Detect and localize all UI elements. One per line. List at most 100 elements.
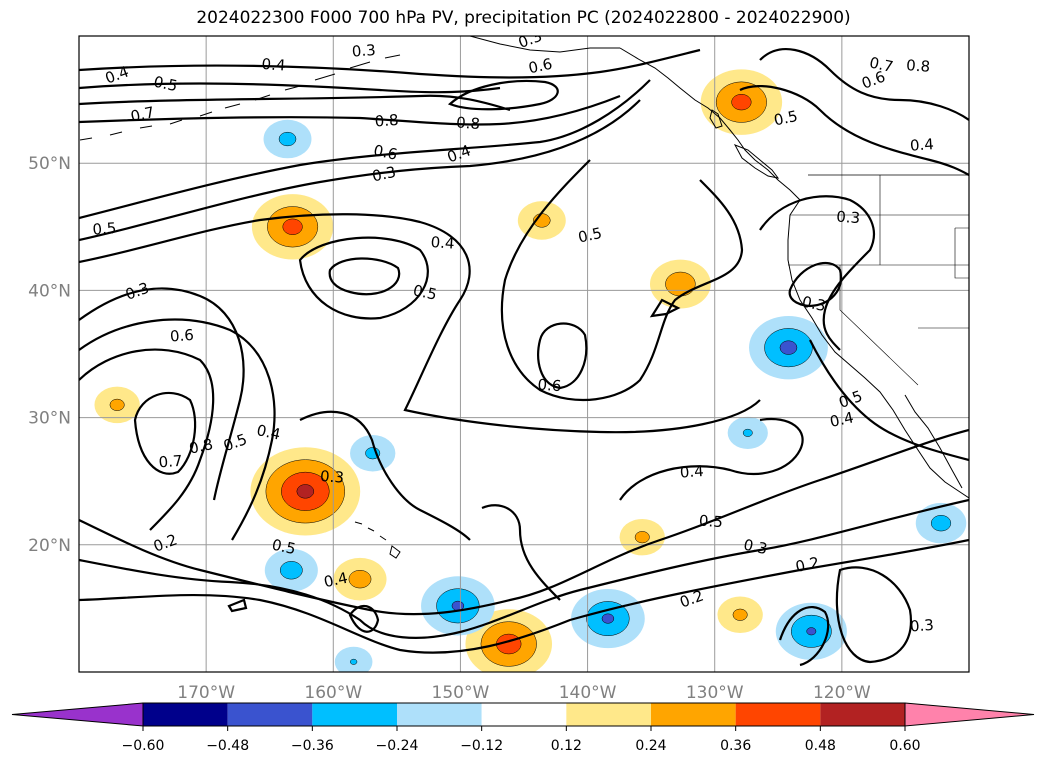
- precip-anomaly-blob: [727, 416, 768, 450]
- pv-contour-label: 0.7: [158, 452, 183, 472]
- longitude-tick-label: 130°W: [686, 683, 744, 703]
- pv-contour-label: 0.6: [537, 375, 562, 395]
- colorbar-tick-label: −0.60: [122, 738, 165, 754]
- pv-contour-line: [79, 213, 761, 434]
- colorbar-segment: [481, 703, 567, 726]
- precip-shade-ring: [348, 569, 372, 589]
- pv-contour-label: 0.3: [742, 536, 769, 559]
- pv-contour-label: 0.5: [152, 73, 179, 96]
- colorbar-tick-label: 0.36: [720, 738, 751, 754]
- latitude-tick-labels: 50°N 40°N 30°N 20°N: [28, 154, 71, 556]
- pv-contour-label: 0.3: [351, 41, 376, 61]
- precip-anomaly-blob: [700, 69, 783, 135]
- north-america-coastline: [619, 47, 969, 499]
- coastline-layer: [79, 36, 969, 559]
- pv-contour-line: [481, 504, 561, 601]
- pv-contour-line: [79, 538, 969, 654]
- pv-contour-label: 0.6: [169, 326, 194, 346]
- pv-contour-label: 0.3: [370, 163, 397, 186]
- pv-contour-label: 0.8: [374, 111, 399, 131]
- precip-shade-ring: [732, 608, 748, 621]
- pv-contour-line: [809, 339, 969, 462]
- longitude-tick-label: 160°W: [304, 683, 362, 703]
- latitude-tick-label: 40°N: [28, 281, 71, 301]
- pv-contour-label: 0.3: [320, 467, 345, 487]
- precip-shade-ring: [601, 613, 615, 624]
- colorbar-tick-label: 0.48: [805, 738, 836, 754]
- precip-shade-ring: [930, 515, 952, 532]
- pv-contour-line: [133, 391, 197, 475]
- precip-shade-ring: [350, 658, 358, 665]
- pv-contour-line: [788, 261, 843, 308]
- colorbar-segment: [312, 703, 397, 726]
- precip-shade-ring: [278, 131, 297, 147]
- colorbar-tick-label: 0.60: [889, 738, 920, 754]
- precip-shade-ring: [806, 627, 817, 636]
- pv-contour-line: [537, 322, 588, 390]
- pv-contour-label: 0.6: [527, 55, 554, 78]
- pv-contour-line: [348, 604, 380, 633]
- pv-contour-label: 0.5: [772, 107, 799, 130]
- gridlines: [79, 36, 969, 672]
- colorbar-segment: [397, 703, 482, 726]
- pv-contour-label: 0.4: [828, 408, 855, 431]
- colorbar-tick-label: −0.48: [206, 738, 249, 754]
- longitude-tick-labels: 170°W 160°W 150°W 140°W 130°W 120°W: [177, 683, 871, 703]
- pv-contour-line: [835, 566, 913, 664]
- pv-contour-line: [299, 410, 471, 541]
- pv-contour-label: 0.5: [92, 219, 117, 239]
- pv-contour-line: [328, 257, 401, 296]
- colorbar-segment: [735, 703, 821, 726]
- longitude-tick-label: 120°W: [813, 683, 871, 703]
- precip-shade-ring: [109, 398, 125, 411]
- pv-contour-label: 0.7: [129, 103, 156, 126]
- pv-contour-layer: [79, 48, 969, 667]
- pv-contour-line: [649, 298, 681, 318]
- precip-anomaly-blob: [334, 646, 373, 672]
- map-frame: [78, 35, 970, 673]
- pv-contour-label: 0.4: [255, 421, 282, 444]
- colorbar-extend-max: [904, 702, 1035, 727]
- pv-contour-line: [447, 79, 559, 111]
- pv-contour-label: 0.8: [187, 435, 214, 458]
- colorbar-tick-label: −0.36: [291, 738, 334, 754]
- precip-shade-ring: [634, 531, 650, 544]
- precip-shade-ring: [731, 94, 752, 111]
- pv-contour-line: [619, 417, 804, 501]
- pv-contour-line: [79, 318, 276, 541]
- pv-contour-line: [79, 94, 511, 112]
- precip-anomaly-blob: [333, 557, 387, 601]
- colorbar-frame: [142, 702, 906, 727]
- precip-anomaly-blob: [264, 548, 318, 592]
- precip-shade-ring: [296, 484, 315, 499]
- colorbar-tick-label: −0.24: [376, 738, 419, 754]
- pv-contour-line: [759, 195, 875, 351]
- pv-contour-label: 0.7: [868, 53, 895, 76]
- colorbar-tick-label: 0.12: [551, 738, 582, 754]
- precip-anomaly-blob: [749, 315, 828, 380]
- pv-contour-line: [79, 348, 215, 531]
- pv-contour-line: [79, 48, 701, 79]
- longitude-tick-label: 140°W: [559, 683, 617, 703]
- precip-shade-ring: [779, 340, 798, 355]
- colorbar: −0.60 −0.48 −0.36 −0.24 −0.12 0.12 0.24 0.36 0.4…: [11, 702, 1035, 754]
- colorbar-segment: [227, 703, 313, 726]
- pv-contour-label: 0.4: [322, 569, 349, 592]
- hawaii-islands: [354, 521, 401, 559]
- pv-contour-label: 0.3: [800, 293, 827, 316]
- precip-shade-ring: [665, 271, 696, 297]
- precip-anomaly-blob: [251, 194, 334, 260]
- precip-anomaly-blob: [649, 259, 711, 309]
- precip-shade-ring: [742, 428, 753, 437]
- pv-contour-line: [79, 94, 621, 126]
- pv-contour-label: 0.8: [456, 113, 481, 133]
- haida-gwaii: [709, 109, 723, 129]
- precip-anomaly-blob: [717, 596, 763, 633]
- pv-contour-label: 0.2: [794, 553, 821, 576]
- precip-shade-ring: [279, 561, 303, 580]
- vancouver-island: [733, 144, 780, 179]
- pv-contour-line: [500, 159, 744, 402]
- pv-contour-line: [778, 606, 830, 667]
- pv-contour-line: [79, 99, 641, 242]
